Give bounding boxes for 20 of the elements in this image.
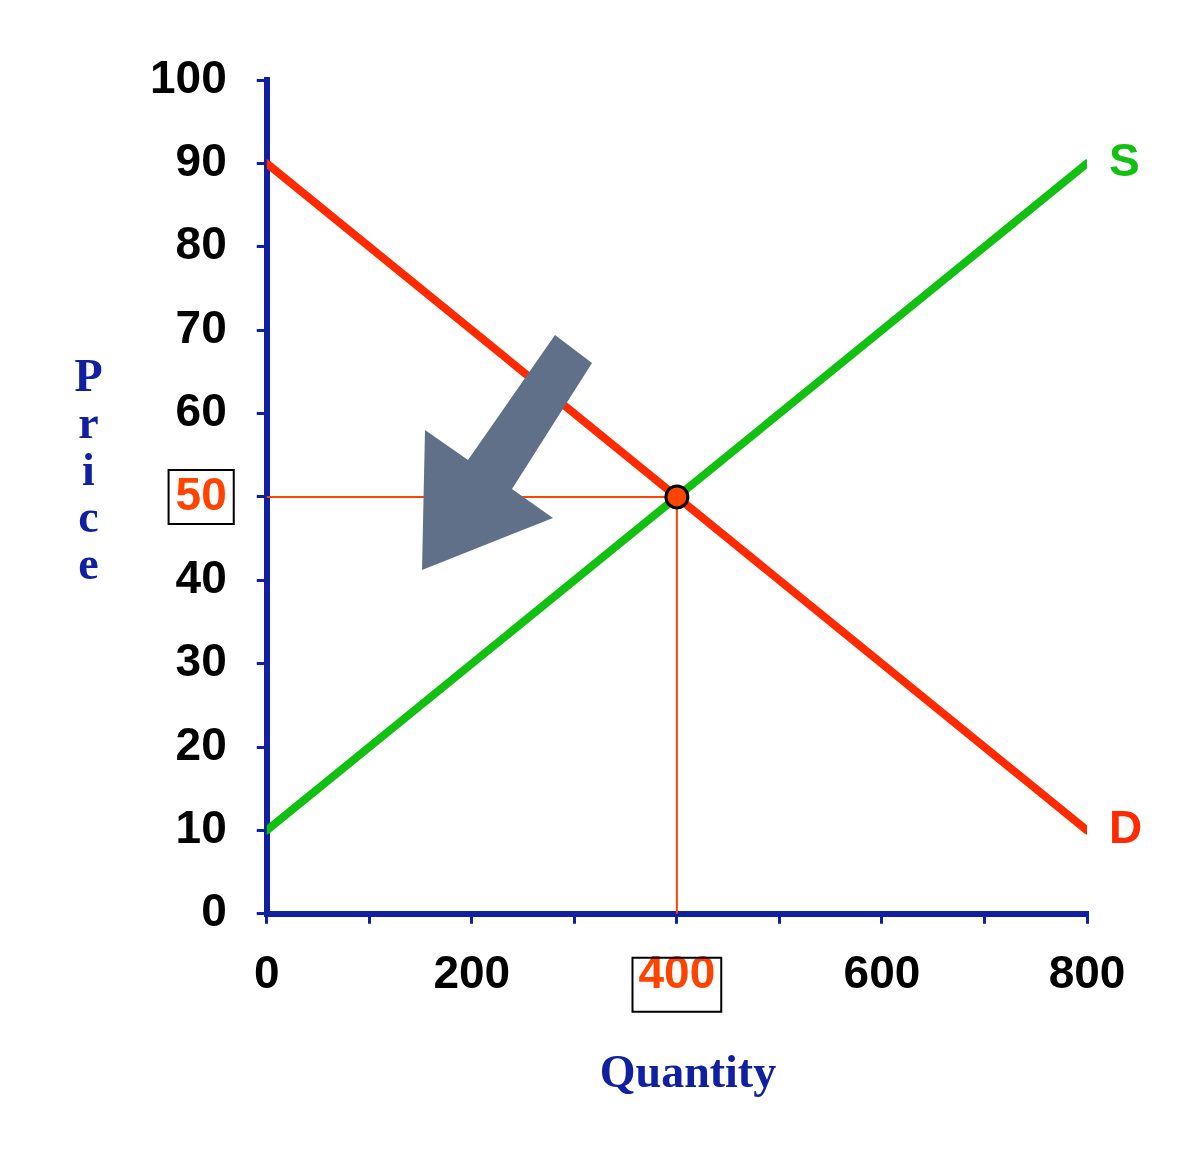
y-axis-title: Price	[62, 350, 115, 585]
y-tick-label: 100	[150, 50, 227, 103]
y-tick-label: 20	[175, 717, 227, 770]
y-tick-label: 50	[175, 467, 227, 520]
x-axis-title: Quantity	[598, 1045, 778, 1098]
y-tick-label: 0	[201, 884, 227, 937]
x-tick-label: 200	[433, 946, 511, 999]
x-tick-label: 0	[253, 946, 280, 999]
x-tick-label: 600	[843, 946, 921, 999]
y-tick-label: 40	[175, 550, 227, 603]
series-label: S	[1109, 134, 1140, 187]
y-tick-label: 30	[175, 634, 227, 687]
y-tick-label: 80	[175, 217, 227, 270]
y-tick-label: 70	[175, 300, 227, 353]
y-tick-label: 10	[175, 801, 227, 854]
series-label: D	[1109, 801, 1143, 854]
x-tick-label: 800	[1048, 946, 1126, 999]
y-tick-label: 60	[175, 384, 227, 437]
y-tick-label: 90	[175, 134, 227, 187]
x-tick-label: 400	[638, 946, 716, 999]
